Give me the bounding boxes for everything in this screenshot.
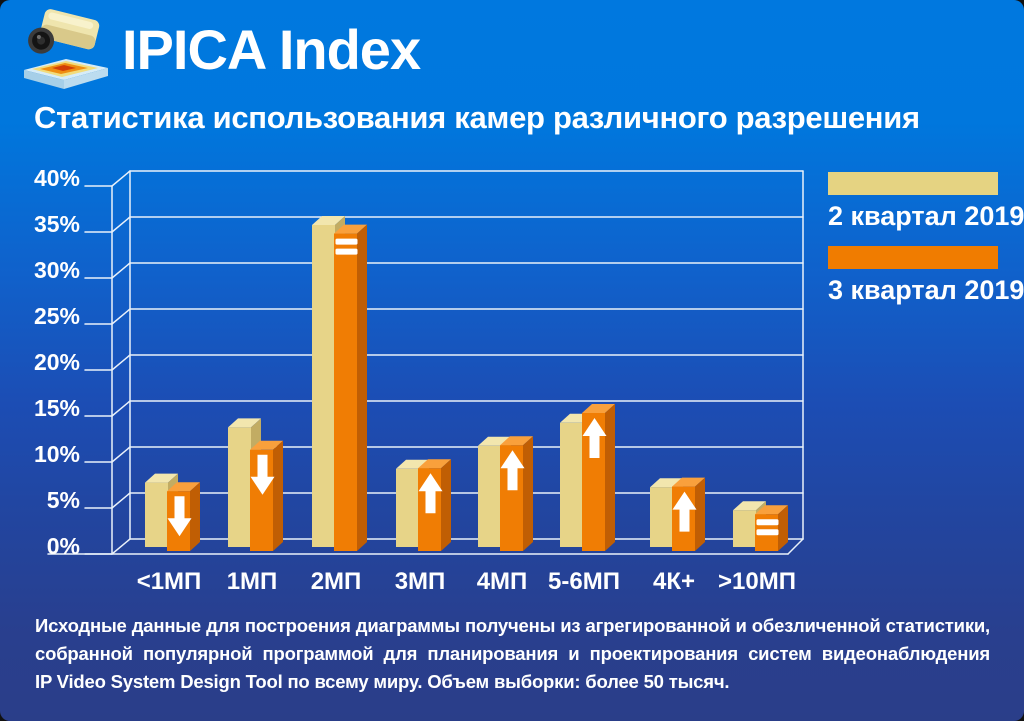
trend-up-icon: [500, 450, 525, 491]
legend-label-q2: 2 квартал 2019: [828, 201, 1024, 231]
x-axis-label: >10МП: [718, 568, 796, 595]
bar-group-1МП: [228, 418, 283, 551]
legend-swatch-q2: [828, 172, 998, 195]
trend-equal-icon: [756, 519, 779, 536]
legend-label-q3: 3 квартал 2019: [828, 275, 1024, 305]
x-axis-label: <1МП: [137, 568, 202, 595]
bar-group-2МП: [312, 216, 367, 551]
data-source-note: Исходные данные для построения диаграммы…: [35, 612, 990, 696]
legend-swatch-q3: [828, 246, 998, 269]
y-axis-label: 10%: [34, 441, 80, 467]
y-axis-label: 20%: [34, 349, 80, 375]
trend-up-icon: [418, 473, 443, 514]
x-axis-label: 4К+: [653, 568, 695, 595]
x-axis-label: 5-6МП: [548, 568, 620, 595]
y-axis-label: 5%: [47, 487, 80, 513]
y-axis-label: 40%: [34, 165, 80, 191]
footer-line-2: собранной популярной программой для план…: [35, 643, 990, 664]
y-axis-label: 0%: [47, 533, 80, 559]
y-axis-label: 30%: [34, 257, 80, 283]
bar-group->10МП: [733, 501, 788, 551]
bar-group-5-6МП: [560, 404, 615, 551]
bar-group-3МП: [396, 459, 451, 551]
x-axis-label: 4МП: [477, 568, 528, 595]
bar-group-4К+: [650, 477, 705, 551]
bar-q3: [755, 505, 788, 551]
y-axis-label: 15%: [34, 395, 80, 421]
footer-line-1: Исходные данные для построения диаграммы…: [35, 615, 990, 636]
footer-line-3: IP Video System Design Tool по всему мир…: [35, 671, 730, 692]
chart-legend: 2 квартал 2019 3 квартал 2019: [828, 172, 1024, 320]
bar-q3: [500, 436, 533, 551]
camera-icon: [24, 9, 108, 89]
trend-down-icon: [250, 454, 275, 495]
trend-down-icon: [167, 496, 192, 537]
trend-equal-icon: [335, 238, 358, 255]
bar-q3: [334, 224, 367, 551]
y-axis-label: 35%: [34, 211, 80, 237]
chart-subtitle: Статистика использования камер различног…: [34, 100, 920, 135]
trend-up-icon: [582, 418, 607, 458]
x-axis-label: 1МП: [227, 568, 278, 595]
bar-group-<1МП: [145, 473, 200, 551]
bar-group-4МП: [478, 436, 533, 551]
page-title: IPICA Index: [122, 18, 421, 81]
x-axis-label: 3МП: [395, 568, 446, 595]
trend-up-icon: [672, 491, 697, 532]
y-axis-label: 25%: [34, 303, 80, 329]
x-axis-label: 2МП: [311, 568, 362, 595]
